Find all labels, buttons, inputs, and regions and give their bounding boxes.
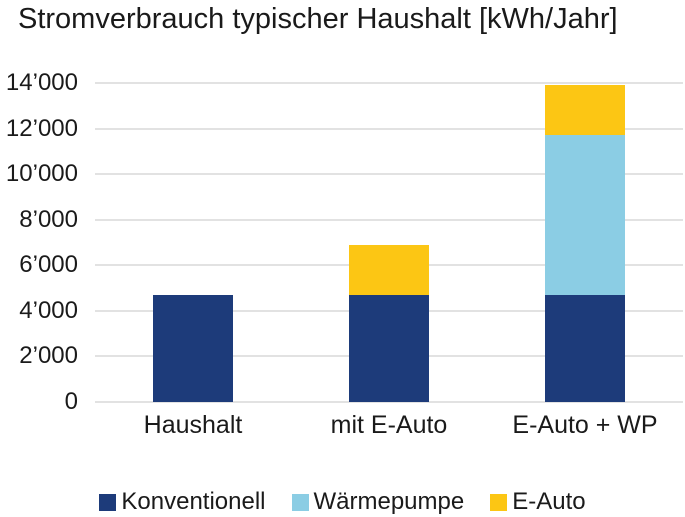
legend-swatch-w-rmepumpe [291,493,309,511]
bar-segment-konventionell [153,294,233,402]
bar-segment-konventionell [545,294,625,402]
y-axis-tick-label: 14’000 [5,69,78,96]
chart-canvas: 0 2’000 4’000 6’000 8’000 10’000 12’000 14’000 [0,71,685,414]
plot-area [95,82,683,403]
legend-label: E-Auto [512,488,586,515]
gridline [95,173,683,176]
legend-label: Konventionell [121,488,266,515]
bar-segment-w-rmepumpe [545,135,625,295]
x-axis-tick-label: mit E-Auto [330,411,448,439]
gridline [95,401,683,403]
legend-label: Wärmepumpe [313,488,465,515]
x-axis-tick-label: Haushalt [143,411,243,439]
y-axis-tick-label: 8’000 [19,205,78,233]
y-axis-tick-label: 6’000 [19,251,78,279]
legend-swatch-konventionell [99,493,117,511]
bar-segment-e-auto [545,85,625,136]
legend: Konventionell Wärmepumpe E-Auto [0,488,685,516]
legend-item-w-rmepumpe: Wärmepumpe [291,488,465,516]
y-axis-tick-label: 4’000 [19,296,78,324]
x-axis-tick-label: E-Auto + WP [512,411,658,439]
chart-title: Stromverbrauch typischer Haushalt [kWh/J… [18,3,618,35]
bar-segment-konventionell [349,294,429,402]
legend-item-e-auto: E-Auto [490,488,586,516]
gridline [95,218,683,221]
gridline [95,82,683,84]
y-axis-tick-label: 2’000 [19,342,78,370]
legend-swatch-e-auto [490,493,508,511]
legend-item-konventionell: Konventionell [99,488,266,516]
y-axis-tick-label: 0 [64,388,78,415]
y-axis-labels: 0 2’000 4’000 6’000 8’000 10’000 12’000 14’000 [0,71,78,414]
gridline [95,127,683,130]
y-axis-tick-label: 12’000 [5,114,78,142]
x-axis-labels: Haushalt mit E-Auto E-Auto + WP [95,411,683,440]
y-axis-tick-label: 10’000 [5,160,78,188]
bar-segment-e-auto [349,244,429,295]
